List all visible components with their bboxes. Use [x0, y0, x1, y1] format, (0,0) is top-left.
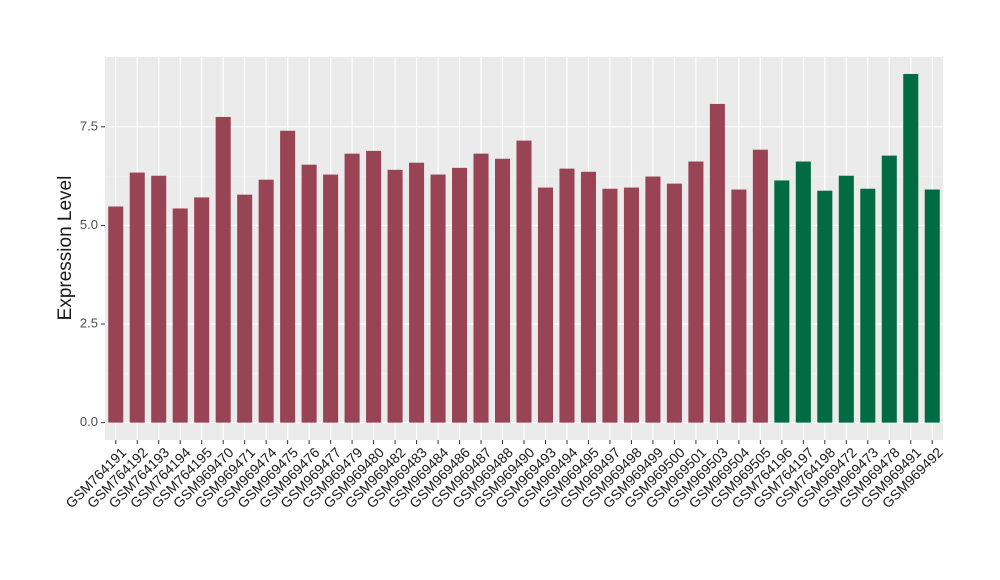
bar	[559, 168, 575, 423]
bar	[516, 140, 532, 423]
bar	[387, 169, 403, 423]
y-tick-label: 7.5	[80, 118, 98, 133]
bar	[237, 194, 253, 423]
bar	[688, 161, 704, 423]
bar	[494, 158, 511, 423]
y-tick-label: 0.0	[80, 414, 98, 429]
bar	[645, 176, 661, 423]
bar	[860, 188, 876, 423]
bar	[409, 162, 425, 423]
bar	[366, 150, 382, 423]
bar	[623, 187, 639, 423]
bar	[602, 188, 618, 423]
bar	[280, 130, 296, 423]
y-tick-label: 5.0	[80, 217, 98, 232]
bar	[709, 103, 725, 423]
bar	[172, 208, 188, 423]
bar	[666, 183, 682, 423]
bar	[580, 171, 596, 423]
bar	[194, 197, 210, 423]
bar	[452, 167, 468, 423]
bar	[473, 153, 489, 423]
bar	[817, 190, 833, 423]
bar	[881, 155, 897, 423]
bar	[151, 175, 167, 423]
bar	[129, 172, 145, 423]
bar	[301, 164, 317, 423]
bar	[774, 180, 790, 423]
bar	[924, 189, 940, 423]
bar	[537, 187, 554, 423]
bar	[752, 149, 768, 423]
bar	[838, 175, 854, 423]
bar	[108, 206, 124, 423]
bar	[795, 161, 811, 423]
bar	[344, 153, 360, 423]
y-tick-label: 2.5	[80, 315, 98, 330]
bar	[215, 116, 231, 423]
bar	[430, 174, 446, 423]
bar	[323, 174, 339, 423]
bar	[903, 73, 919, 423]
bar	[731, 189, 747, 423]
bar	[258, 179, 274, 423]
y-axis-title: Expression Level	[55, 176, 76, 321]
